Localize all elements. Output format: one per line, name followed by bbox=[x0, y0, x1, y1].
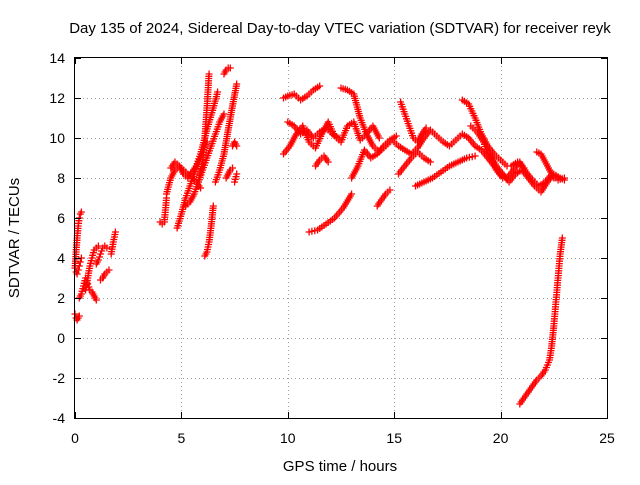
data-series-segment bbox=[486, 150, 568, 196]
x-axis-label: GPS time / hours bbox=[283, 458, 397, 475]
y-tick-label: 14 bbox=[49, 50, 65, 66]
data-point bbox=[471, 152, 479, 160]
data-point bbox=[348, 190, 356, 198]
data-point bbox=[77, 208, 85, 216]
data-series-segment bbox=[156, 194, 170, 228]
x-tick-label: 15 bbox=[386, 430, 402, 446]
x-tick-label: 20 bbox=[493, 430, 509, 446]
data-series-segment bbox=[82, 242, 102, 294]
data-point bbox=[229, 164, 236, 172]
x-tick-label: 10 bbox=[280, 430, 296, 446]
chart-title: Day 135 of 2024, Sidereal Day-to-day VTE… bbox=[69, 20, 611, 37]
data-series-segment bbox=[211, 80, 241, 186]
y-tick-label: 4 bbox=[57, 250, 65, 266]
data-point bbox=[111, 228, 119, 236]
data-point bbox=[324, 158, 332, 166]
y-axis-label: SDTVAR / TECUs bbox=[6, 178, 23, 298]
y-tick-label: 8 bbox=[57, 170, 65, 186]
data-point bbox=[386, 186, 394, 194]
data-point bbox=[375, 134, 383, 142]
data-point bbox=[233, 170, 241, 178]
data-point bbox=[92, 296, 100, 304]
data-points bbox=[71, 64, 568, 408]
data-point bbox=[197, 184, 205, 192]
data-series-segment bbox=[92, 242, 111, 268]
y-tick-label: 2 bbox=[57, 290, 65, 306]
data-series-segment bbox=[280, 82, 324, 104]
data-point bbox=[103, 244, 111, 252]
data-point bbox=[94, 256, 102, 264]
data-point bbox=[94, 242, 102, 250]
data-series-segment bbox=[231, 170, 241, 186]
data-series-segment bbox=[373, 186, 394, 210]
data-series-segment bbox=[312, 152, 332, 170]
data-series-segment bbox=[284, 118, 343, 142]
x-tick-label: 5 bbox=[178, 430, 186, 446]
data-series-segment bbox=[516, 234, 566, 408]
data-series-segment bbox=[97, 266, 113, 284]
data-point bbox=[214, 88, 222, 96]
data-point bbox=[105, 266, 113, 274]
data-point bbox=[226, 64, 234, 72]
data-series-segment bbox=[507, 158, 528, 172]
data-series-segment bbox=[71, 310, 83, 324]
data-point bbox=[96, 253, 103, 261]
y-tick-label: 0 bbox=[57, 330, 65, 346]
data-point bbox=[422, 124, 430, 132]
data-series-segment bbox=[412, 152, 479, 190]
data-point bbox=[550, 174, 558, 182]
gridlines bbox=[75, 58, 607, 418]
data-point bbox=[205, 70, 213, 78]
data-series-segment bbox=[229, 138, 241, 150]
data-series-segment bbox=[201, 202, 217, 260]
data-series-segment bbox=[395, 148, 434, 178]
data-point bbox=[75, 312, 83, 320]
data-point bbox=[560, 176, 568, 184]
data-series-segment bbox=[533, 148, 558, 182]
data-series-segment bbox=[222, 164, 236, 182]
data-point bbox=[558, 234, 566, 242]
data-point bbox=[426, 158, 434, 166]
x-tick-label: 25 bbox=[599, 430, 615, 446]
data-point bbox=[520, 164, 528, 172]
data-point bbox=[233, 142, 241, 150]
data-point bbox=[209, 202, 217, 210]
data-point bbox=[335, 134, 343, 142]
data-point bbox=[74, 266, 82, 274]
y-tick-label: -2 bbox=[53, 370, 66, 386]
data-point bbox=[220, 110, 228, 118]
y-tick-label: 12 bbox=[49, 90, 65, 106]
y-tick-label: 10 bbox=[49, 130, 65, 146]
data-series-segment bbox=[220, 64, 234, 78]
data-point bbox=[316, 82, 324, 90]
x-tick-label: 0 bbox=[71, 430, 79, 446]
data-point bbox=[76, 258, 84, 266]
data-series-segment bbox=[397, 98, 430, 146]
y-tick-label: -4 bbox=[53, 410, 66, 426]
data-point bbox=[392, 132, 400, 140]
data-series-segment bbox=[305, 190, 356, 236]
data-point bbox=[233, 80, 241, 88]
data-series-segment bbox=[348, 132, 400, 182]
data-series-segment bbox=[194, 110, 228, 186]
axis-ticks: 0 5 10 15 20 25 -4 -2 0 2 4 6 8 10 12 14 bbox=[49, 50, 615, 446]
data-series-segment bbox=[86, 286, 100, 304]
data-point bbox=[75, 262, 83, 270]
data-point bbox=[98, 247, 106, 255]
data-series-segment bbox=[192, 88, 222, 170]
data-series-segment bbox=[107, 228, 119, 258]
data-point bbox=[97, 250, 104, 258]
plot-frame bbox=[74, 57, 608, 419]
data-series-segment bbox=[72, 254, 85, 278]
y-tick-label: 6 bbox=[57, 210, 65, 226]
